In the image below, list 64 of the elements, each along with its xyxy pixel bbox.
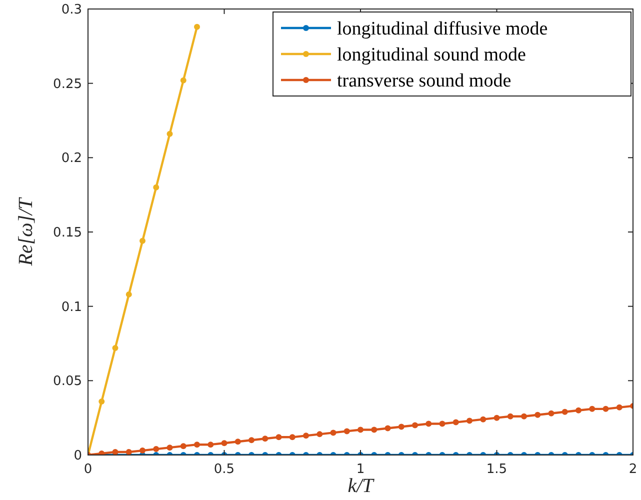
y-tick-label: 0	[74, 448, 82, 464]
point	[140, 448, 146, 454]
point	[602, 406, 609, 412]
point	[371, 426, 378, 433]
point	[166, 130, 173, 137]
point	[112, 449, 118, 455]
point	[194, 24, 200, 30]
point	[412, 422, 418, 428]
point	[126, 449, 132, 455]
y-tick-label: 0.25	[53, 76, 82, 92]
point	[98, 398, 105, 404]
point	[221, 440, 228, 446]
point	[534, 412, 541, 418]
point	[398, 424, 404, 430]
y-tick-label: 0.2	[61, 151, 82, 166]
point	[439, 420, 446, 427]
point	[548, 410, 554, 416]
line-series	[88, 402, 633, 455]
point	[494, 414, 500, 421]
x-tick-label: 0.5	[214, 462, 235, 477]
y-tick-label: 0.3	[61, 2, 82, 18]
point	[426, 420, 432, 427]
point	[208, 442, 214, 448]
point	[262, 436, 268, 442]
point	[616, 404, 622, 410]
legend-label: longitudinal diffusive mode	[337, 18, 548, 40]
point	[140, 238, 146, 244]
point	[316, 431, 323, 438]
point	[153, 446, 160, 452]
point	[466, 418, 472, 424]
point	[276, 434, 282, 440]
legend-label: transverse sound mode	[337, 70, 512, 92]
point	[180, 77, 186, 84]
y-tick-label: 0.15	[53, 226, 82, 241]
point	[234, 438, 241, 445]
point	[153, 184, 160, 190]
point	[452, 419, 459, 426]
x-tick-label: 2	[628, 462, 638, 477]
point	[180, 443, 186, 450]
x-tick-label: 1.5	[486, 462, 508, 477]
point	[126, 291, 132, 298]
point	[112, 344, 118, 351]
y-tick-label: 0.05	[53, 374, 82, 390]
point	[562, 408, 568, 415]
point	[303, 432, 309, 439]
point	[358, 426, 364, 433]
point	[289, 434, 296, 440]
point	[384, 425, 391, 432]
point	[507, 413, 514, 420]
point	[589, 406, 596, 412]
point	[194, 442, 200, 448]
point	[521, 413, 527, 420]
x-tick-label: 1	[356, 462, 365, 477]
point	[248, 437, 254, 444]
x-axis-title: k/T	[348, 475, 376, 497]
point	[166, 444, 173, 451]
point	[576, 407, 582, 414]
y-axis-title: Re[ω]/T	[15, 196, 37, 267]
point	[344, 428, 350, 434]
y-tick-label: 0.1	[61, 300, 82, 315]
x-tick-label: 0	[84, 462, 92, 477]
point	[330, 430, 336, 436]
point	[480, 416, 486, 422]
legend-label: longitudinal sound mode	[337, 44, 526, 66]
